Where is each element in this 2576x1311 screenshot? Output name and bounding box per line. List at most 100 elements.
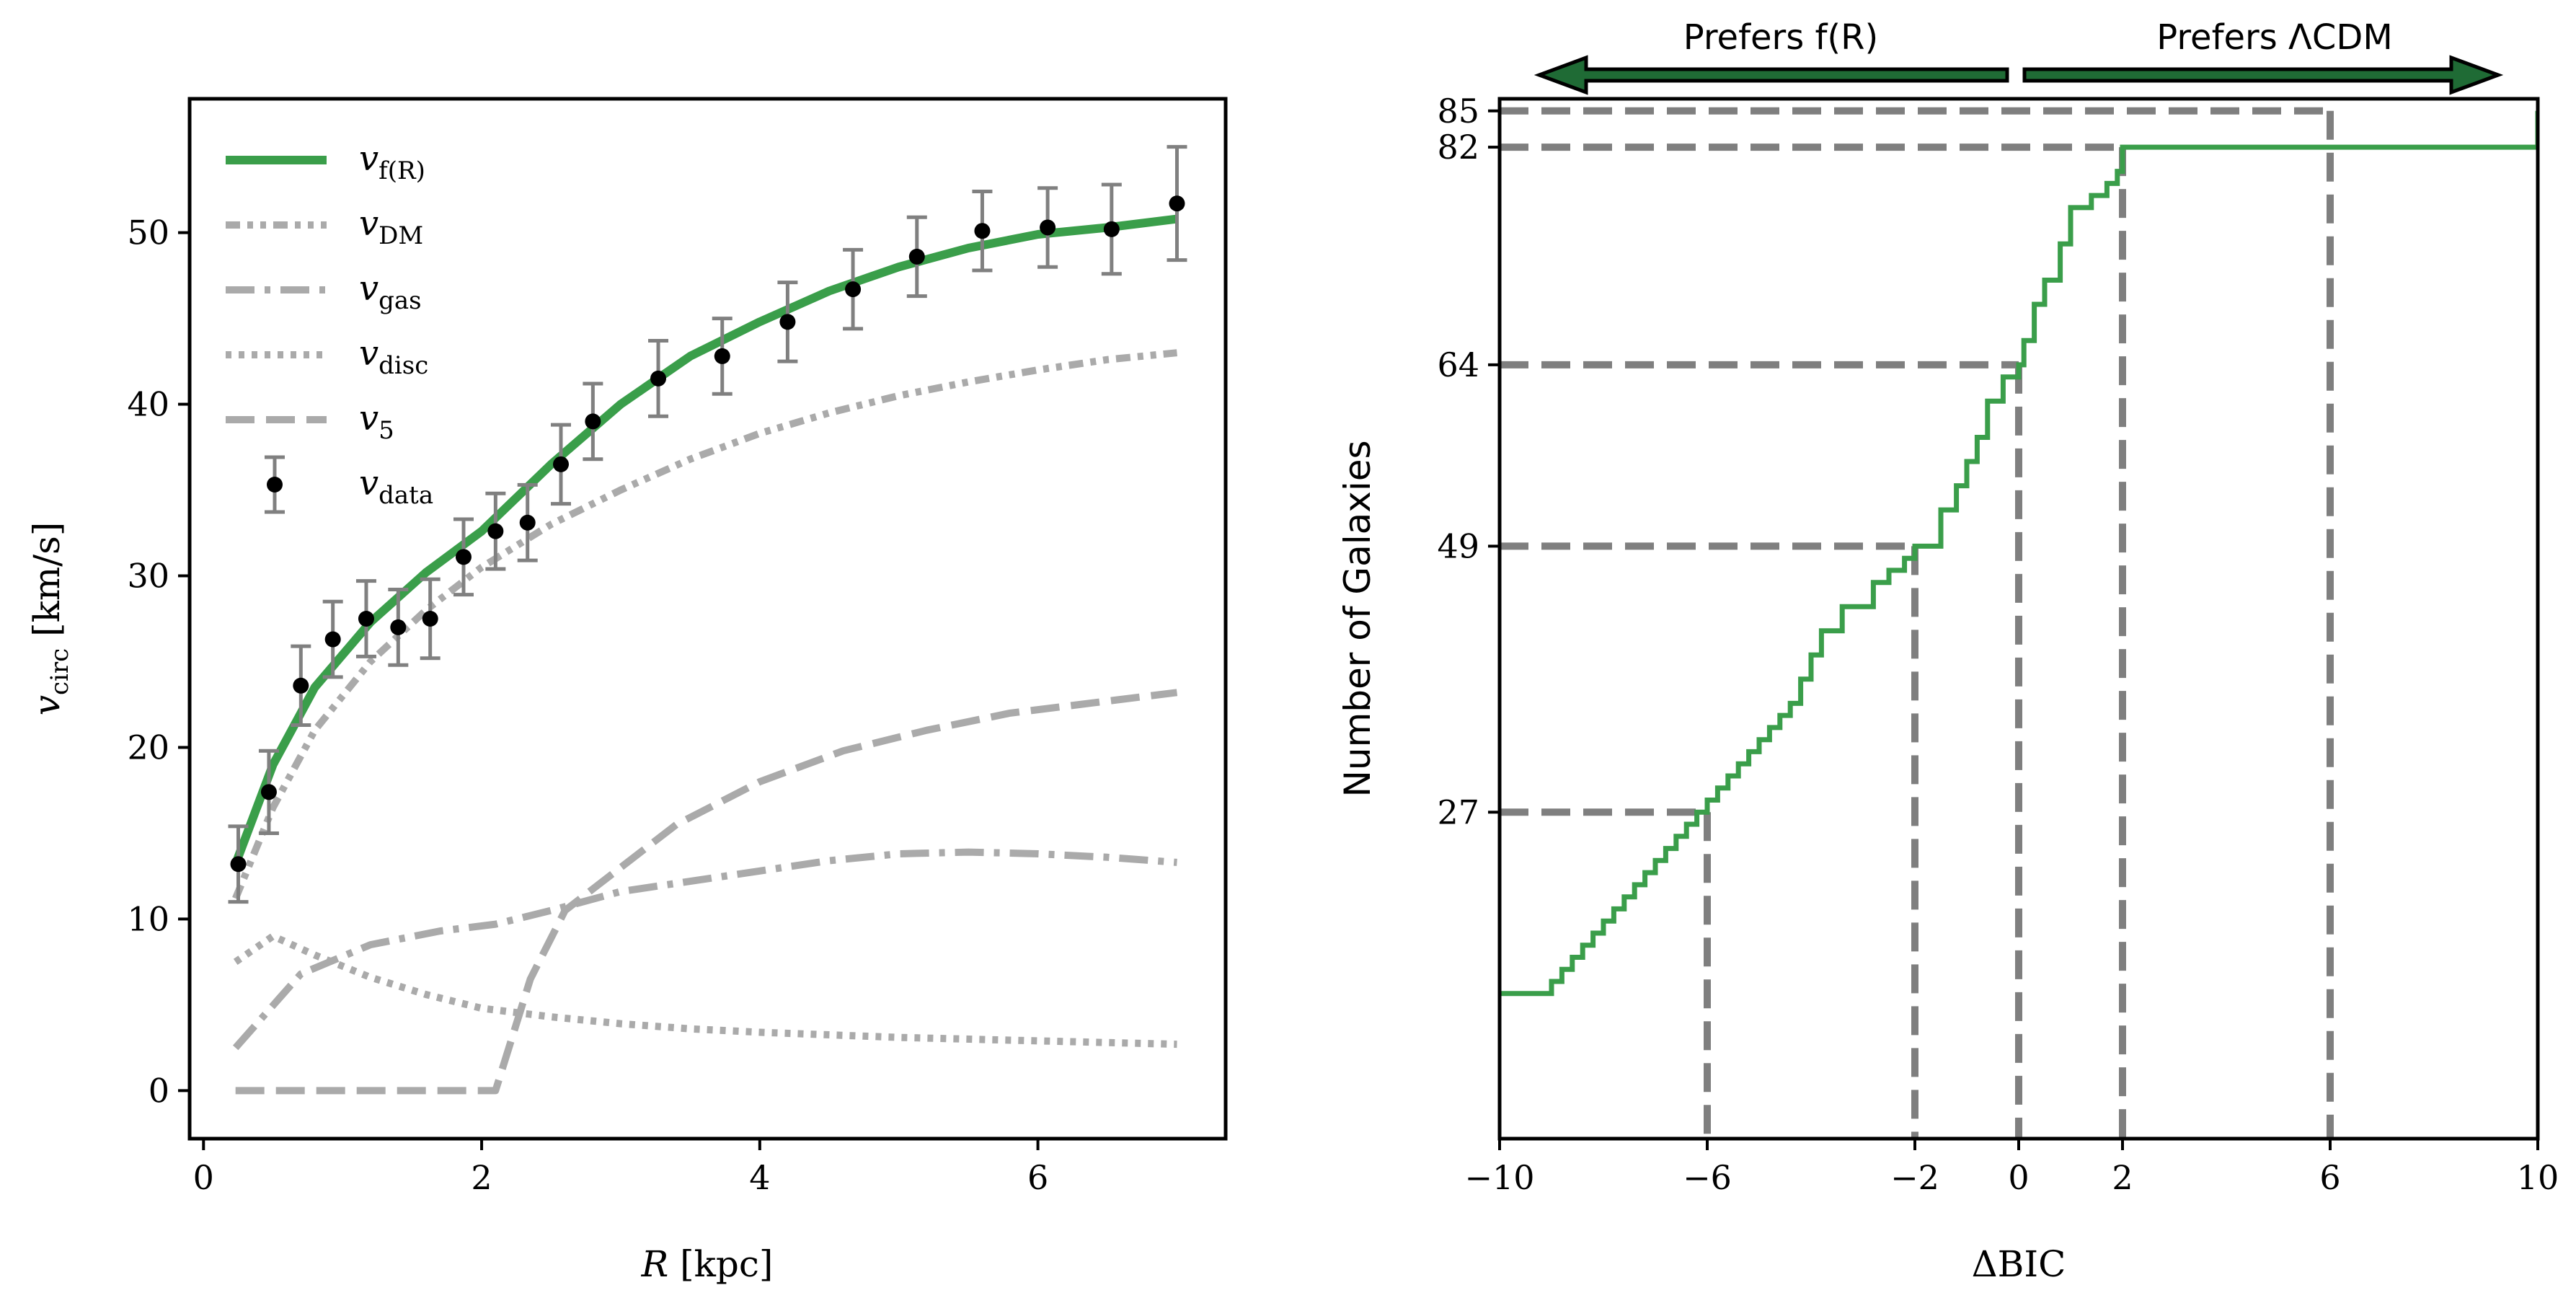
left-chart: 0 2 4 6 0 10 20 30 40 50 vf(R) vDM vgas vdisc v5 vdat… <box>26 97 1228 1285</box>
data-point <box>712 317 732 396</box>
legend-entry-v-dm: vDM <box>226 203 423 250</box>
y-tick: 30 <box>127 557 190 596</box>
reference-line <box>1500 542 1918 1139</box>
svg-text:vdisc: vdisc <box>359 333 428 380</box>
y-tick: 0 <box>149 1071 190 1110</box>
svg-text:vdata: vdata <box>359 463 433 510</box>
data-point <box>453 517 474 597</box>
reference-line <box>1500 107 2334 1139</box>
svg-text:20: 20 <box>127 728 169 767</box>
data-point <box>322 599 343 679</box>
svg-text:10: 10 <box>127 899 169 938</box>
y-tick: 10 <box>127 899 190 938</box>
data-point <box>258 749 279 835</box>
reference-line <box>1500 361 2022 1139</box>
svg-text:82: 82 <box>1437 128 1479 167</box>
svg-text:2: 2 <box>2112 1158 2133 1197</box>
x-tick: 6 <box>1027 1139 1048 1197</box>
x-tick: 2 <box>471 1139 492 1197</box>
data-point <box>1037 186 1058 269</box>
x-tick: 10 <box>2517 1139 2559 1197</box>
data-point <box>583 381 603 462</box>
x-tick: 0 <box>2008 1139 2030 1197</box>
y-tick: 20 <box>127 728 190 767</box>
prefers-lcdm-arrow <box>2022 55 2504 95</box>
svg-text:−2: −2 <box>1890 1158 1939 1197</box>
x-tick: 4 <box>749 1139 770 1197</box>
data-point <box>1167 145 1187 262</box>
series-line-v-f-r- <box>231 214 1178 866</box>
data-point <box>517 482 538 562</box>
data-point <box>355 579 376 658</box>
svg-text:0: 0 <box>2008 1158 2029 1197</box>
legend-entry-v-5: v5 <box>226 398 394 445</box>
x-tick: 2 <box>2112 1139 2133 1197</box>
svg-text:vf(R): vf(R) <box>359 138 425 185</box>
data-point <box>228 824 249 904</box>
series-line-v-disc <box>233 932 1177 1049</box>
right-y-axis-label: Number of Galaxies <box>1337 440 1378 797</box>
reference-line <box>1500 144 2126 1139</box>
y-tick: 50 <box>127 213 190 252</box>
legend-entry-v-disc: vdisc <box>226 333 428 380</box>
y-tick: 27 <box>1437 793 1500 831</box>
data-point <box>648 339 669 418</box>
right-x-axis-label: ΔBIC <box>1972 1243 2066 1285</box>
svg-text:27: 27 <box>1437 793 1479 831</box>
legend-entry-v-f-r-: vf(R) <box>226 138 425 185</box>
x-tick: −10 <box>1464 1139 1535 1197</box>
series-line-v-5 <box>235 689 1178 1095</box>
reference-line <box>1500 808 1711 1139</box>
svg-text:−10: −10 <box>1464 1158 1534 1197</box>
data-point <box>1101 182 1122 276</box>
svg-text:4: 4 <box>749 1158 770 1197</box>
prefers-fR-arrow <box>1533 55 2009 95</box>
svg-text:vgas: vgas <box>359 268 422 315</box>
svg-text:50: 50 <box>127 213 169 252</box>
legend-entry-v-gas: vgas <box>226 268 422 315</box>
data-point <box>388 588 409 667</box>
banner-prefers-fR: Prefers f(R) <box>1683 17 1878 58</box>
svg-text:30: 30 <box>127 557 169 596</box>
data-point <box>843 247 864 331</box>
svg-text:49: 49 <box>1437 526 1479 565</box>
x-tick: −6 <box>1683 1139 1732 1197</box>
svg-text:6: 6 <box>2319 1158 2340 1197</box>
left-y-axis-label: vcirc [km/s] <box>26 522 74 716</box>
data-point <box>972 189 993 273</box>
cumulative-step-line <box>1500 110 2538 997</box>
data-point <box>291 644 311 728</box>
x-tick: 6 <box>2319 1139 2341 1197</box>
x-tick: 0 <box>193 1139 214 1197</box>
svg-text:40: 40 <box>127 385 169 424</box>
data-point <box>551 423 572 506</box>
data-point <box>906 215 927 299</box>
data-point <box>485 491 506 571</box>
y-tick: 85 <box>1437 92 1500 131</box>
y-tick: 40 <box>127 385 190 424</box>
svg-text:vDM: vDM <box>359 203 423 250</box>
legend-entry-v-data: vdata <box>265 455 433 514</box>
y-tick: 82 <box>1437 128 1500 167</box>
series-line-v-gas <box>232 848 1177 1051</box>
svg-text:0: 0 <box>193 1158 214 1197</box>
series-line-v-dm <box>232 349 1177 900</box>
y-tick: 64 <box>1437 345 1500 384</box>
svg-text:v5: v5 <box>359 398 394 445</box>
svg-text:10: 10 <box>2517 1158 2559 1197</box>
y-tick: 49 <box>1437 526 1500 565</box>
svg-text:6: 6 <box>1027 1158 1048 1197</box>
x-tick: −2 <box>1890 1139 1939 1197</box>
svg-text:0: 0 <box>149 1071 169 1110</box>
data-point <box>777 281 798 363</box>
svg-text:64: 64 <box>1437 345 1479 384</box>
banner-prefers-lcdm: Prefers ΛCDM <box>2156 17 2392 58</box>
left-x-axis-label: R [kpc] <box>641 1243 774 1285</box>
data-point <box>420 577 441 661</box>
svg-text:85: 85 <box>1437 92 1479 131</box>
left-plot-frame <box>187 97 1228 1141</box>
svg-text:−6: −6 <box>1683 1158 1732 1197</box>
svg-text:2: 2 <box>471 1158 492 1197</box>
